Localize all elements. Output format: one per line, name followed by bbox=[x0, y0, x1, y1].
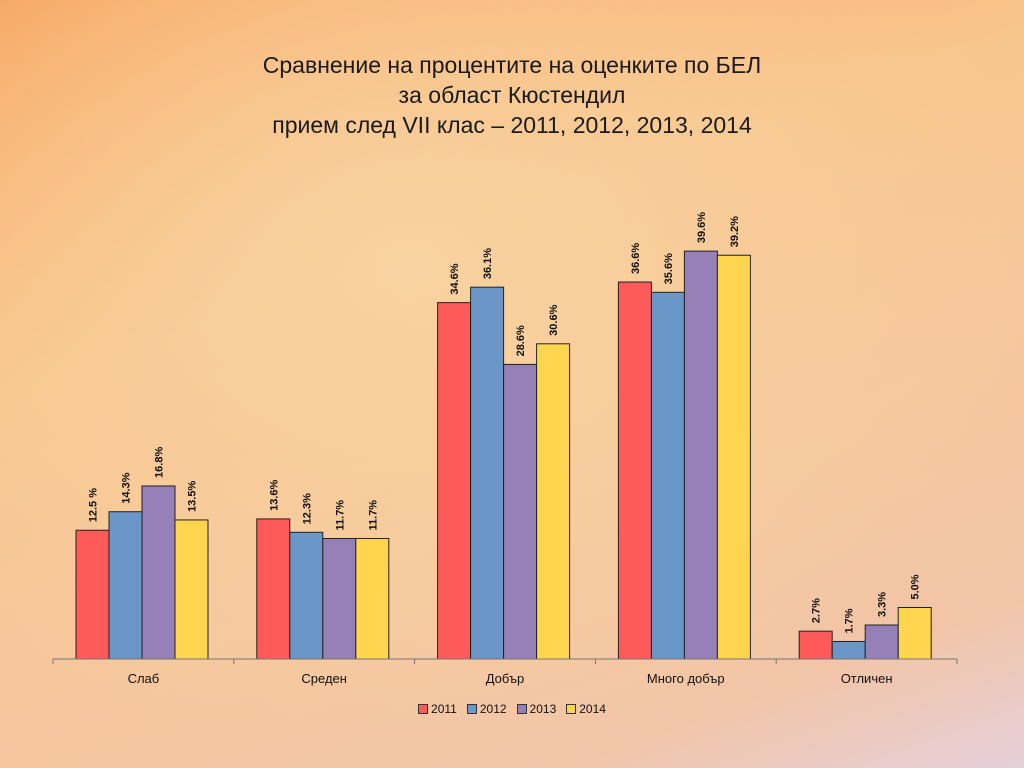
legend-item-2014: 2014 bbox=[566, 702, 606, 716]
legend-label: 2013 bbox=[529, 702, 557, 716]
category-label-2: Среден bbox=[301, 671, 347, 686]
legend-label: 2011 bbox=[431, 702, 457, 716]
bar-2012-5 bbox=[831, 640, 866, 660]
data-label-2014-5: 5.0% bbox=[910, 574, 922, 599]
data-label-2014-4: 39.2% bbox=[729, 216, 741, 247]
data-label-2013-3: 28.6% bbox=[515, 325, 527, 356]
bar-2014-4 bbox=[716, 254, 751, 660]
legend-label: 2012 bbox=[479, 702, 507, 716]
bar-2013-2 bbox=[322, 537, 357, 660]
bar-chart: 12.5 % 14.3% 16.8% 13.5% Слаб 13.6% 12.3% 11.7%… bbox=[52, 212, 958, 686]
bar-2014-1 bbox=[174, 519, 209, 660]
bar-2013-4 bbox=[683, 250, 718, 660]
legend-label: 2014 bbox=[579, 702, 606, 716]
chart-title-line-2: за област Кюстендил bbox=[398, 82, 626, 108]
data-label-2012-2: 12.3% bbox=[301, 493, 313, 524]
category-label-3: Добър bbox=[486, 671, 525, 686]
legend-item-2013: 2013 bbox=[516, 702, 557, 716]
bar-2013-1 bbox=[141, 485, 176, 660]
bar-2012-3 bbox=[470, 286, 505, 660]
bar-2012-4 bbox=[650, 291, 685, 660]
bar-2013-3 bbox=[503, 363, 538, 660]
data-label-2013-2: 11.7% bbox=[334, 500, 346, 531]
bar-2012-2 bbox=[289, 531, 324, 660]
bar-2014-3 bbox=[536, 343, 571, 660]
legend-item-2011: 2011 bbox=[418, 702, 457, 716]
data-label-2014-2: 11.7% bbox=[367, 500, 379, 531]
legend-swatch bbox=[418, 704, 429, 714]
data-label-2011-4: 36.6% bbox=[630, 243, 642, 274]
bar-2011-3 bbox=[437, 302, 472, 660]
legend-item-2012: 2012 bbox=[466, 702, 507, 716]
data-label-2013-4: 39.6% bbox=[696, 212, 708, 243]
legend-swatch bbox=[566, 704, 577, 714]
category-label-4: Много добър bbox=[647, 671, 725, 686]
chart-legend: 2011 2012 2013 2014 bbox=[0, 702, 1024, 716]
data-label-2011-1: 12.5 % bbox=[88, 488, 100, 522]
legend-swatch bbox=[516, 704, 527, 714]
bar-2012-1 bbox=[108, 511, 143, 660]
chart-title-line-1: Сравнение на процентите на оценките по Б… bbox=[262, 52, 762, 78]
bar-2011-1 bbox=[75, 529, 110, 660]
bar-2011-5 bbox=[798, 630, 833, 660]
bar-2011-2 bbox=[256, 518, 291, 660]
data-label-2013-5: 3.3% bbox=[877, 592, 889, 617]
data-label-2012-4: 35.6% bbox=[663, 253, 675, 284]
category-label-1: Слаб bbox=[128, 671, 160, 686]
legend-swatch bbox=[466, 704, 477, 714]
data-label-2013-1: 16.8% bbox=[154, 447, 166, 478]
chart-title: Сравнение на процентите на оценките по Б… bbox=[0, 50, 1024, 140]
category-label-5: Отличен bbox=[841, 671, 893, 686]
data-label-2012-5: 1.7% bbox=[844, 608, 856, 633]
bar-2014-5 bbox=[897, 607, 932, 660]
data-label-2012-3: 36.1% bbox=[482, 248, 494, 279]
data-label-2011-5: 2.7% bbox=[811, 598, 823, 623]
chart-title-line-3: прием след VII клас – 2011, 2012, 2013, … bbox=[272, 112, 752, 138]
data-label-2014-3: 30.6% bbox=[548, 304, 560, 335]
data-label-2014-1: 13.5% bbox=[187, 481, 199, 512]
bar-2011-4 bbox=[617, 281, 652, 660]
bar-2013-5 bbox=[864, 624, 899, 660]
data-label-2011-2: 13.6% bbox=[268, 480, 280, 511]
data-label-2012-1: 14.3% bbox=[121, 472, 133, 503]
bar-2014-2 bbox=[355, 537, 390, 660]
data-label-2011-3: 34.6% bbox=[449, 263, 461, 294]
